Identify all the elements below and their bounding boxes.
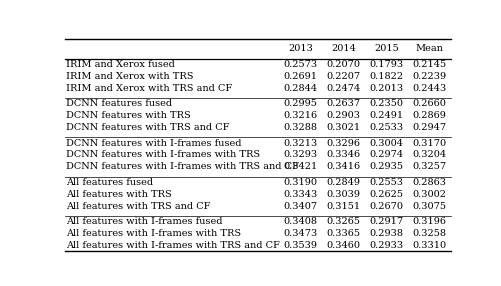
Text: 0.2491: 0.2491 <box>369 111 403 120</box>
Text: 0.2849: 0.2849 <box>326 178 360 187</box>
Text: 0.3257: 0.3257 <box>412 162 446 171</box>
Text: 0.2974: 0.2974 <box>369 150 403 160</box>
Text: 0.1793: 0.1793 <box>369 60 403 69</box>
Text: 0.3039: 0.3039 <box>326 190 360 199</box>
Text: 0.2637: 0.2637 <box>326 100 360 108</box>
Text: All features with TRS and CF: All features with TRS and CF <box>66 202 210 210</box>
Text: 0.2670: 0.2670 <box>369 202 403 210</box>
Text: 0.2660: 0.2660 <box>412 100 445 108</box>
Text: 0.3310: 0.3310 <box>412 241 446 250</box>
Text: 0.2938: 0.2938 <box>369 229 403 238</box>
Text: 0.3075: 0.3075 <box>412 202 445 210</box>
Text: 0.2863: 0.2863 <box>412 178 445 187</box>
Text: 0.3151: 0.3151 <box>326 202 360 210</box>
Text: 0.2070: 0.2070 <box>326 60 360 69</box>
Text: 0.3421: 0.3421 <box>283 162 317 171</box>
Text: 0.3346: 0.3346 <box>326 150 360 160</box>
Text: 0.2933: 0.2933 <box>369 241 403 250</box>
Text: IRIM and Xerox with TRS: IRIM and Xerox with TRS <box>66 72 193 81</box>
Text: DCNN features with TRS: DCNN features with TRS <box>66 111 190 120</box>
Text: DCNN features with I-frames with TRS and CF: DCNN features with I-frames with TRS and… <box>66 162 299 171</box>
Text: 0.2013: 0.2013 <box>369 84 403 93</box>
Text: 0.2917: 0.2917 <box>369 217 403 227</box>
Text: 0.1822: 0.1822 <box>369 72 403 81</box>
Text: 0.3416: 0.3416 <box>326 162 360 171</box>
Text: 0.3196: 0.3196 <box>412 217 445 227</box>
Text: IRIM and Xerox with TRS and CF: IRIM and Xerox with TRS and CF <box>66 84 232 93</box>
Text: 0.3460: 0.3460 <box>326 241 360 250</box>
Text: 0.3258: 0.3258 <box>412 229 445 238</box>
Text: 0.3407: 0.3407 <box>283 202 317 210</box>
Text: DCNN features with TRS and CF: DCNN features with TRS and CF <box>66 123 229 132</box>
Text: 0.2207: 0.2207 <box>326 72 360 81</box>
Text: 0.3216: 0.3216 <box>283 111 317 120</box>
Text: 0.2844: 0.2844 <box>283 84 317 93</box>
Text: 0.3021: 0.3021 <box>326 123 360 132</box>
Text: All features with I-frames fused: All features with I-frames fused <box>66 217 222 227</box>
Text: 0.2474: 0.2474 <box>326 84 360 93</box>
Text: 0.2947: 0.2947 <box>412 123 446 132</box>
Text: 0.3539: 0.3539 <box>283 241 317 250</box>
Text: 0.3004: 0.3004 <box>369 139 403 148</box>
Text: 0.2903: 0.2903 <box>326 111 360 120</box>
Text: 2015: 2015 <box>373 44 398 53</box>
Text: 0.2533: 0.2533 <box>369 123 403 132</box>
Text: 0.2239: 0.2239 <box>412 72 446 81</box>
Text: All features fused: All features fused <box>66 178 153 187</box>
Text: 0.3408: 0.3408 <box>283 217 317 227</box>
Text: 0.3288: 0.3288 <box>283 123 317 132</box>
Text: 0.2869: 0.2869 <box>412 111 445 120</box>
Text: 0.2553: 0.2553 <box>369 178 403 187</box>
Text: 0.3296: 0.3296 <box>326 139 360 148</box>
Text: 0.2935: 0.2935 <box>369 162 403 171</box>
Text: 0.2995: 0.2995 <box>283 100 317 108</box>
Text: DCNN features with I-frames fused: DCNN features with I-frames fused <box>66 139 241 148</box>
Text: 0.3343: 0.3343 <box>283 190 317 199</box>
Text: IRIM and Xerox fused: IRIM and Xerox fused <box>66 60 175 69</box>
Text: 0.2573: 0.2573 <box>283 60 317 69</box>
Text: 0.3204: 0.3204 <box>412 150 446 160</box>
Text: 2014: 2014 <box>331 44 355 53</box>
Text: 0.2691: 0.2691 <box>283 72 317 81</box>
Text: 0.3265: 0.3265 <box>326 217 360 227</box>
Text: 2013: 2013 <box>288 44 313 53</box>
Text: 0.3473: 0.3473 <box>283 229 317 238</box>
Text: 0.2625: 0.2625 <box>369 190 403 199</box>
Text: 0.2443: 0.2443 <box>411 84 446 93</box>
Text: 0.3365: 0.3365 <box>326 229 360 238</box>
Text: 0.3190: 0.3190 <box>283 178 317 187</box>
Text: All features with TRS: All features with TRS <box>66 190 172 199</box>
Text: All features with I-frames with TRS and CF: All features with I-frames with TRS and … <box>66 241 280 250</box>
Text: 0.3293: 0.3293 <box>283 150 317 160</box>
Text: 0.2350: 0.2350 <box>369 100 403 108</box>
Text: 0.2145: 0.2145 <box>412 60 446 69</box>
Text: DCNN features with I-frames with TRS: DCNN features with I-frames with TRS <box>66 150 260 160</box>
Text: DCNN features fused: DCNN features fused <box>66 100 172 108</box>
Text: 0.3002: 0.3002 <box>412 190 445 199</box>
Text: 0.3170: 0.3170 <box>412 139 446 148</box>
Text: All features with I-frames with TRS: All features with I-frames with TRS <box>66 229 241 238</box>
Text: Mean: Mean <box>415 44 442 53</box>
Text: 0.3213: 0.3213 <box>283 139 317 148</box>
